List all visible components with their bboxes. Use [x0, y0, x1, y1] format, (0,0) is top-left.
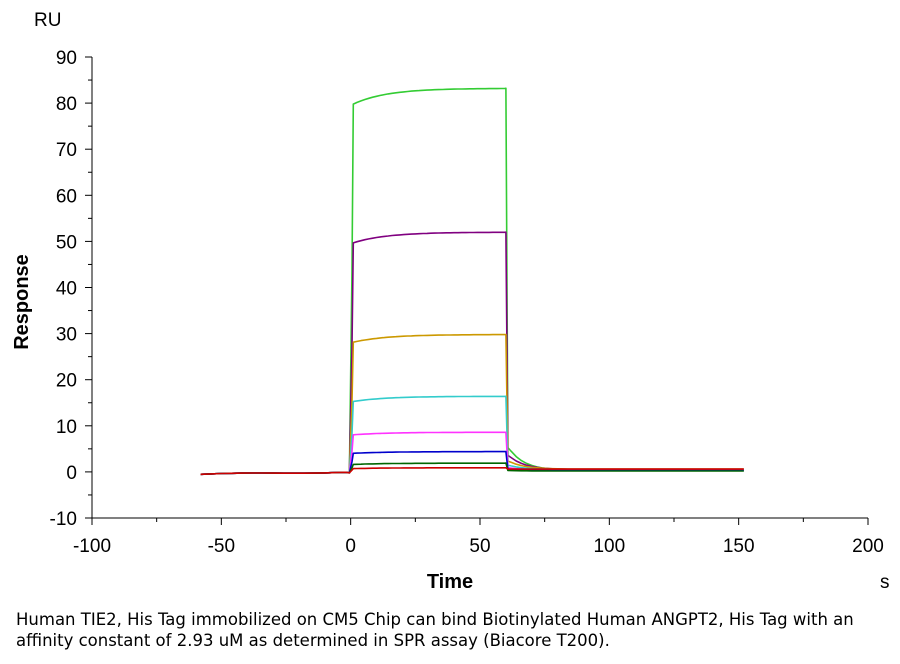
- series-line: [200, 231, 744, 476]
- y-tick-label: 50: [56, 232, 77, 253]
- x-tick-label: 0: [345, 536, 356, 557]
- y-unit-label: RU: [34, 10, 61, 31]
- y-tick-label: 60: [56, 186, 77, 207]
- y-tick-label: 80: [56, 94, 77, 115]
- x-tick-label: 150: [723, 536, 755, 557]
- figure-caption: Human TIE2, His Tag immobilized on CM5 C…: [16, 610, 854, 650]
- y-tick-label: 10: [56, 417, 77, 438]
- series-layer: [200, 87, 744, 476]
- y-tick-label: -10: [50, 509, 77, 530]
- x-axis-title: Time: [427, 571, 473, 593]
- y-tick-label: 0: [66, 463, 77, 484]
- x-tick-label: 200: [852, 536, 884, 557]
- y-tick-label: 20: [56, 371, 77, 392]
- x-tick-label: -100: [73, 536, 111, 557]
- x-tick-label: 100: [593, 536, 625, 557]
- x-tick-label: 50: [469, 536, 490, 557]
- y-tick-label: 90: [56, 48, 77, 69]
- y-tick-label: 40: [56, 279, 77, 300]
- x-tick-label: -50: [208, 536, 235, 557]
- series-line: [200, 462, 744, 476]
- series-line: [200, 87, 744, 476]
- y-axis-title: Response: [11, 254, 33, 350]
- x-unit-label: s: [880, 572, 890, 593]
- y-tick-label: 70: [56, 140, 77, 161]
- series-line: [200, 467, 744, 476]
- series-line: [200, 333, 744, 476]
- y-tick-label: 30: [56, 325, 77, 346]
